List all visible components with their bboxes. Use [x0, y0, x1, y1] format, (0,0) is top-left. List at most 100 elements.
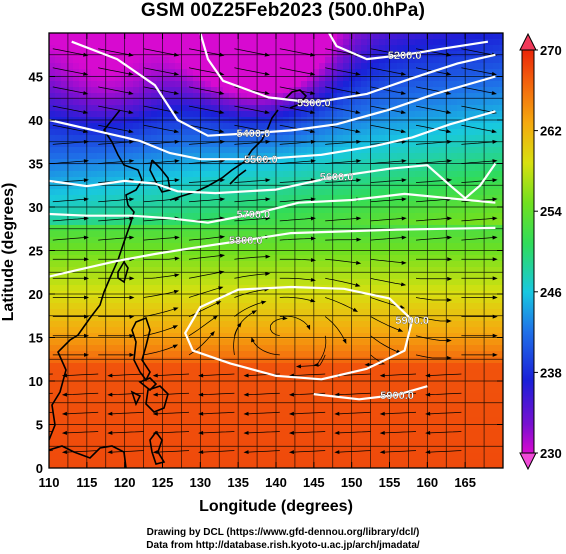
streamline-arrow	[129, 314, 135, 319]
credit-data: Data from http://database.rish.kyoto-u.a…	[146, 540, 420, 551]
streamline	[110, 392, 144, 396]
streamline	[201, 411, 235, 415]
streamline	[155, 431, 190, 434]
streamline-arrow	[355, 129, 361, 134]
streamline	[98, 160, 132, 164]
x-tick-label: 165	[454, 475, 476, 490]
streamline	[110, 411, 144, 415]
streamline	[143, 86, 177, 94]
streamline-arrow	[84, 314, 90, 319]
streamline-arrow	[84, 295, 90, 300]
streamline-arrow	[356, 178, 362, 183]
streamline	[291, 450, 326, 453]
x-tick-label: 135	[227, 475, 249, 490]
streamline	[279, 258, 314, 261]
colorbar: 230 238 246 254 262 270	[519, 32, 562, 471]
streamline-arrow	[174, 235, 180, 240]
streamline	[188, 302, 219, 317]
streamline-arrow	[447, 235, 453, 240]
streamline-arrow	[83, 216, 89, 221]
streamline	[415, 217, 450, 222]
streamline	[428, 431, 462, 434]
streamline	[64, 411, 99, 415]
streamline	[143, 67, 177, 75]
streamline-arrow	[251, 310, 257, 315]
streamline	[64, 373, 99, 376]
streamline-arrow	[264, 110, 270, 115]
colorbar-tick-label: 246	[540, 285, 562, 300]
streamline-arrow	[129, 334, 135, 339]
streamline-arrow	[129, 295, 135, 300]
streamline	[155, 450, 190, 453]
streamline	[246, 411, 280, 415]
contour-5400	[71, 40, 496, 137]
streamline	[370, 335, 399, 353]
streamline	[370, 198, 404, 203]
streamline-arrow	[492, 235, 498, 240]
streamline	[188, 141, 223, 145]
streamline-arrow	[492, 159, 498, 164]
streamline-arrow	[447, 159, 453, 164]
streamline	[461, 179, 495, 183]
streamline-arrow	[243, 450, 249, 455]
streamline	[49, 411, 53, 413]
contour-5900	[313, 385, 428, 401]
streamline	[415, 354, 449, 359]
x-axis-label: Longitude (degrees)	[199, 498, 353, 515]
contour-5200	[328, 33, 489, 61]
streamline-arrow	[447, 178, 453, 183]
streamline-arrow	[107, 392, 113, 397]
streamline	[234, 301, 264, 317]
streamline	[415, 198, 450, 203]
colorbar-tick-label: 230	[540, 446, 562, 461]
streamline	[143, 345, 176, 356]
streamline	[49, 392, 53, 394]
streamline	[143, 198, 177, 203]
streamline-arrow	[212, 315, 219, 320]
coastline-china	[49, 109, 143, 441]
streamline-arrow	[492, 352, 498, 357]
x-tick-label: 140	[265, 475, 287, 490]
streamline-arrow	[334, 430, 340, 435]
colorbar-bottom-arrow	[519, 452, 537, 471]
streamline	[98, 48, 131, 56]
streamline	[143, 308, 176, 317]
streamline	[234, 124, 268, 132]
streamline	[325, 124, 358, 132]
streamline-arrow	[425, 373, 431, 378]
streamline	[367, 354, 386, 366]
x-axis-ticks: 110 115 120 125 130 135 140 145 150 155 160 165	[39, 33, 476, 490]
credit-drawing: Drawing by DCL (https://www.gfd-dennou.o…	[146, 527, 420, 538]
streamline	[52, 217, 87, 222]
streamline-arrow	[84, 257, 90, 262]
streamline-arrow	[219, 253, 226, 258]
streamline-arrow	[379, 450, 385, 455]
streamline	[461, 86, 495, 94]
streamline	[291, 431, 326, 434]
streamline	[52, 198, 87, 203]
streamline	[143, 326, 176, 337]
streamline-arrow	[401, 197, 407, 202]
streamline	[98, 124, 131, 132]
streamline-arrow	[243, 411, 249, 416]
streamline	[415, 335, 449, 341]
x-tick-label: 120	[114, 475, 136, 490]
y-tick-label: 25	[29, 244, 43, 259]
streamline-arrow	[447, 276, 453, 281]
colorbar-ticks: 230 238 246 254 262 270	[534, 43, 562, 461]
streamline	[279, 217, 314, 222]
streamline	[98, 198, 132, 203]
contour-label: 5500.0	[244, 154, 278, 166]
streamline-arrow	[265, 159, 271, 164]
streamline-arrow	[129, 352, 135, 357]
streamline-arrow	[128, 129, 134, 134]
streamline-arrow	[264, 71, 270, 76]
streamline	[461, 124, 495, 132]
streamline	[324, 316, 346, 342]
streamline	[188, 255, 223, 260]
streamline	[325, 179, 359, 183]
streamline	[279, 179, 314, 183]
streamline-arrow	[172, 325, 179, 330]
streamline-arrow	[355, 260, 362, 265]
streamline	[234, 289, 267, 298]
